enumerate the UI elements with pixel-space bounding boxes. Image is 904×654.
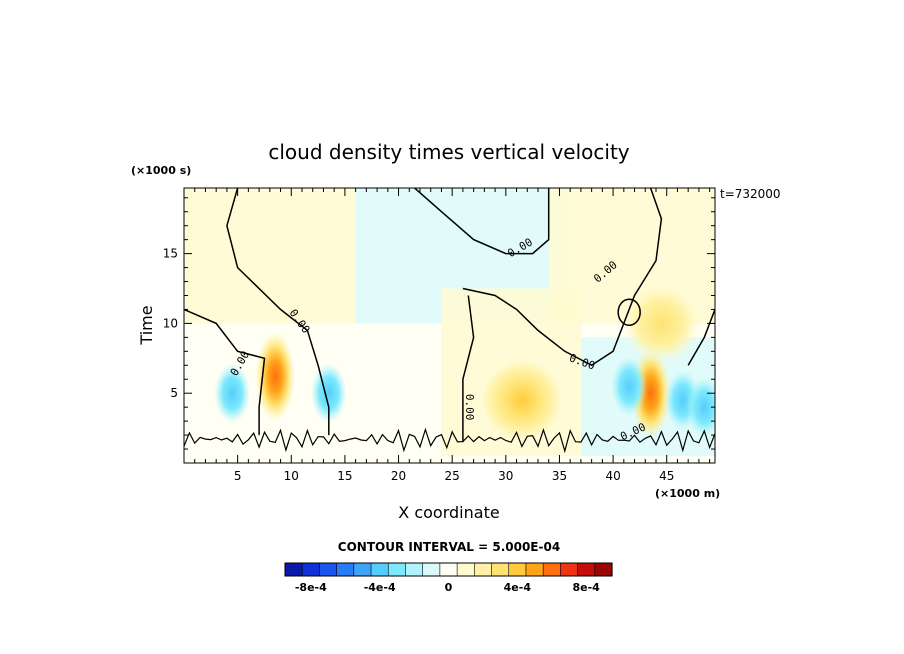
plot-frame — [183, 187, 716, 464]
anomaly-max-3 — [621, 283, 702, 364]
colorbar-swatch — [387, 562, 407, 577]
anomaly-min-6 — [611, 356, 648, 417]
y-axis-ticks: 5 10 15 — [163, 197, 715, 450]
anomaly-min-8 — [686, 377, 715, 438]
x-tick-label: 30 — [498, 469, 513, 483]
x-tick-label: 20 — [391, 469, 406, 483]
colorbar-swatch — [336, 562, 355, 577]
zero-contour-5 — [687, 309, 715, 366]
x-unit-label: (×1000 m) — [655, 487, 720, 500]
x-tick-label: 25 — [445, 469, 460, 483]
colorbar-swatch — [405, 562, 424, 577]
colorbar-swatch — [439, 562, 458, 577]
colorbar-tick-label: -4e-4 — [364, 581, 396, 594]
colorbar-swatch — [422, 562, 441, 577]
colorbar-tick-label: 8e-4 — [573, 581, 601, 594]
x-axis-ticks: 5 10 15 20 25 30 35 40 45 — [194, 188, 711, 483]
colorbar-swatch — [456, 562, 475, 577]
region-positive-2 — [184, 188, 356, 324]
colorbar-swatch — [284, 562, 303, 577]
anomaly-max-0 — [255, 331, 296, 422]
x-tick-label: 35 — [552, 469, 567, 483]
x-tick-label: 10 — [284, 469, 299, 483]
colorbar: -8e-4 -4e-4 0 4e-4 8e-4 — [284, 562, 613, 594]
y-tick-label: 10 — [163, 316, 178, 330]
y-tick-label: 15 — [163, 247, 178, 261]
zero-contour-2 — [414, 188, 550, 255]
anomaly-max-1 — [481, 360, 562, 441]
colorbar-swatch — [353, 562, 372, 577]
time-label: t=732000 — [720, 187, 781, 201]
x-tick-label: 5 — [234, 469, 242, 483]
x-tick-label: 15 — [337, 469, 352, 483]
colorbar-swatch — [301, 562, 321, 577]
y-unit-label: (×1000 s) — [131, 164, 191, 177]
colorbar-swatch — [577, 562, 596, 577]
contour-interval-text: CONTOUR INTERVAL = 5.000E-04 — [338, 540, 560, 554]
colorbar-swatch — [542, 562, 561, 577]
chart-title: cloud density times vertical velocity — [268, 140, 629, 164]
anomaly-min-5 — [310, 363, 347, 424]
colorbar-swatch — [491, 562, 510, 577]
colorbar-swatch — [560, 562, 579, 577]
zero-contours — [184, 188, 715, 454]
y-axis-label: Time — [137, 305, 156, 345]
colorbar-frame — [284, 562, 613, 577]
colorbar-tick-label: -8e-4 — [295, 581, 327, 594]
anomaly-min-4 — [214, 363, 251, 424]
zero-contour-surface — [184, 427, 715, 454]
x-tick-label: 40 — [605, 469, 620, 483]
zero-contour-closed — [617, 298, 641, 326]
x-tick-label: 45 — [659, 469, 674, 483]
y-tick-label: 5 — [170, 386, 178, 400]
colorbar-swatch — [594, 562, 613, 577]
zero-contour-3 — [462, 188, 663, 367]
contour-label-2: 0.00 — [463, 394, 476, 421]
zero-contour-0 — [226, 188, 330, 436]
colorbar-tick-label: 0 — [445, 581, 453, 594]
colorbar-swatch — [370, 562, 389, 577]
zero-contour-1 — [184, 308, 266, 436]
colorbar-swatch — [525, 562, 544, 577]
colorbar-swatch — [319, 562, 338, 577]
colorbar-swatch — [474, 562, 493, 577]
colorbar-tick-label: 4e-4 — [504, 581, 532, 594]
zero-contour-4 — [462, 295, 475, 443]
colorbar-swatch — [508, 562, 527, 577]
x-axis-label: X coordinate — [398, 503, 499, 522]
